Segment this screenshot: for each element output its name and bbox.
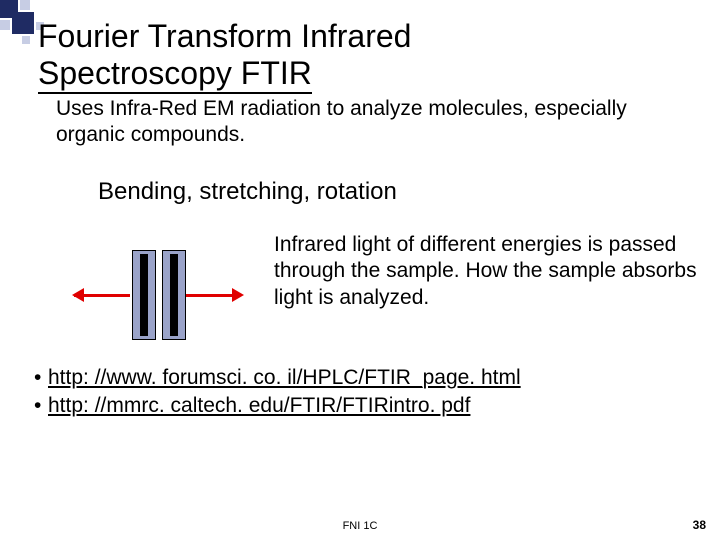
title-line-1: Fourier Transform Infrared — [38, 18, 411, 54]
link-row-2: •http: //mmrc. caltech. edu/FTIR/FTIRint… — [34, 392, 700, 420]
slide-number: 38 — [693, 518, 706, 532]
footer-center: FNI 1C — [0, 520, 720, 532]
title-line-2: Spectroscopy FTIR — [38, 55, 312, 94]
links-block: •http: //www. forumsci. co. il/HPLC/FTIR… — [34, 364, 700, 421]
link-row-1: •http: //www. forumsci. co. il/HPLC/FTIR… — [34, 364, 700, 392]
middle-row: Infrared light of different energies is … — [38, 232, 700, 340]
subtitle-text: Uses Infra-Red EM radiation to analyze m… — [56, 96, 700, 149]
ftir-diagram — [74, 250, 244, 340]
link-2[interactable]: http: //mmrc. caltech. edu/FTIR/FTIRintr… — [48, 394, 470, 417]
slide-content: Fourier Transform Infrared Spectroscopy … — [38, 18, 700, 528]
description-text: Infrared light of different energies is … — [274, 232, 700, 311]
slide-title: Fourier Transform Infrared Spectroscopy … — [38, 18, 700, 94]
modes-text: Bending, stretching, rotation — [98, 178, 700, 206]
link-1[interactable]: http: //www. forumsci. co. il/HPLC/FTIR_… — [48, 366, 521, 389]
